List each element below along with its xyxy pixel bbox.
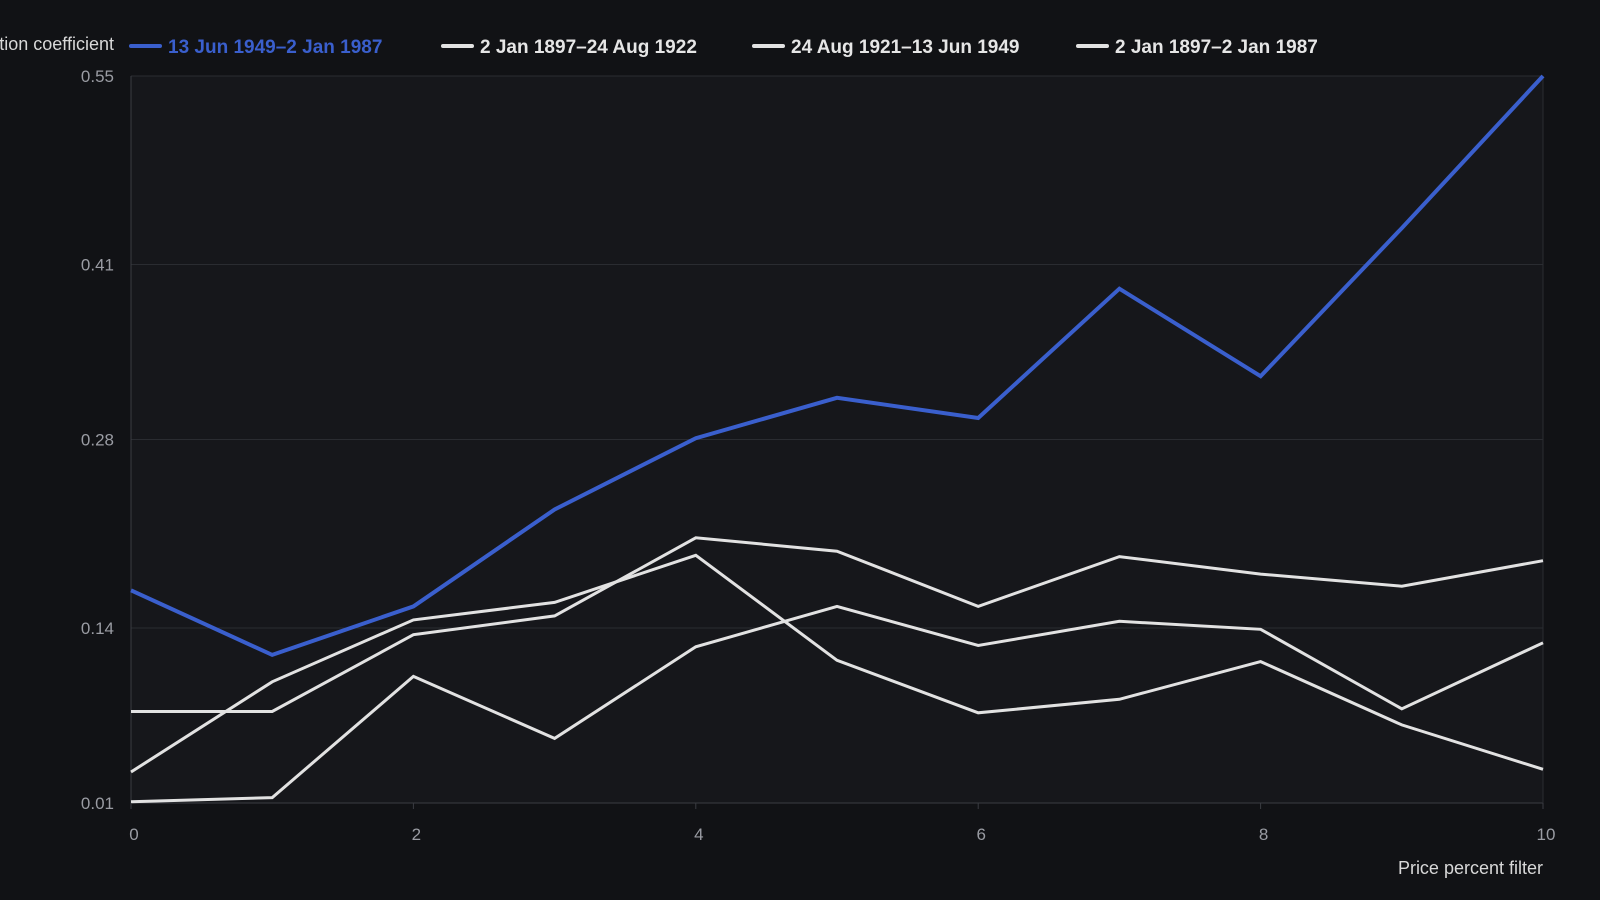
x-tick-label-4: 8 [1259, 825, 1268, 844]
y-tick-label-4: 0.55 [81, 67, 114, 86]
x-tick-label-0: 0 [129, 825, 138, 844]
y-tick-label-0: 0.01 [81, 794, 114, 813]
legend-item-2[interactable]: 24 Aug 1921–13 Jun 1949 [752, 37, 1020, 58]
legend-item-0[interactable]: 13 Jun 1949–2 Jan 1987 [129, 37, 382, 58]
legend-item-1[interactable]: 2 Jan 1897–24 Aug 1922 [441, 37, 697, 58]
series-line-1[interactable] [130, 553, 1544, 774]
legend-label-0: 13 Jun 1949–2 Jan 1987 [168, 37, 382, 58]
series-line-2[interactable] [130, 604, 1544, 804]
y-tick-label-2: 0.28 [81, 431, 114, 450]
x-axis-title: Price percent filter [1398, 858, 1543, 878]
x-axis-ticks: 0 2 4 6 8 10 [129, 803, 1555, 844]
x-tick-label-1: 2 [412, 825, 421, 844]
y-axis-ticks: 0.01 0.14 0.28 0.41 0.55 [81, 67, 114, 813]
y-tick-label-3: 0.41 [81, 255, 114, 274]
legend-label-2: 24 Aug 1921–13 Jun 1949 [791, 37, 1020, 58]
legend-label-3: 2 Jan 1897–2 Jan 1987 [1115, 37, 1318, 58]
y-tick-label-1: 0.14 [81, 619, 114, 638]
legend[interactable]: 13 Jun 1949–2 Jan 1987 2 Jan 1897–24 Aug … [129, 37, 1318, 58]
y-axis-title: Correlation coefficient [0, 34, 114, 54]
series-lines [130, 74, 1545, 804]
legend-item-3[interactable]: 2 Jan 1897–2 Jan 1987 [1076, 37, 1318, 58]
legend-label-1: 2 Jan 1897–24 Aug 1922 [480, 37, 697, 58]
grid-lines [130, 75, 1544, 804]
series-line-0[interactable] [130, 74, 1545, 658]
x-tick-label-3: 6 [976, 825, 985, 844]
x-tick-label-2: 4 [694, 825, 703, 844]
x-tick-label-5: 10 [1537, 825, 1556, 844]
series-line-3[interactable] [131, 536, 1544, 713]
